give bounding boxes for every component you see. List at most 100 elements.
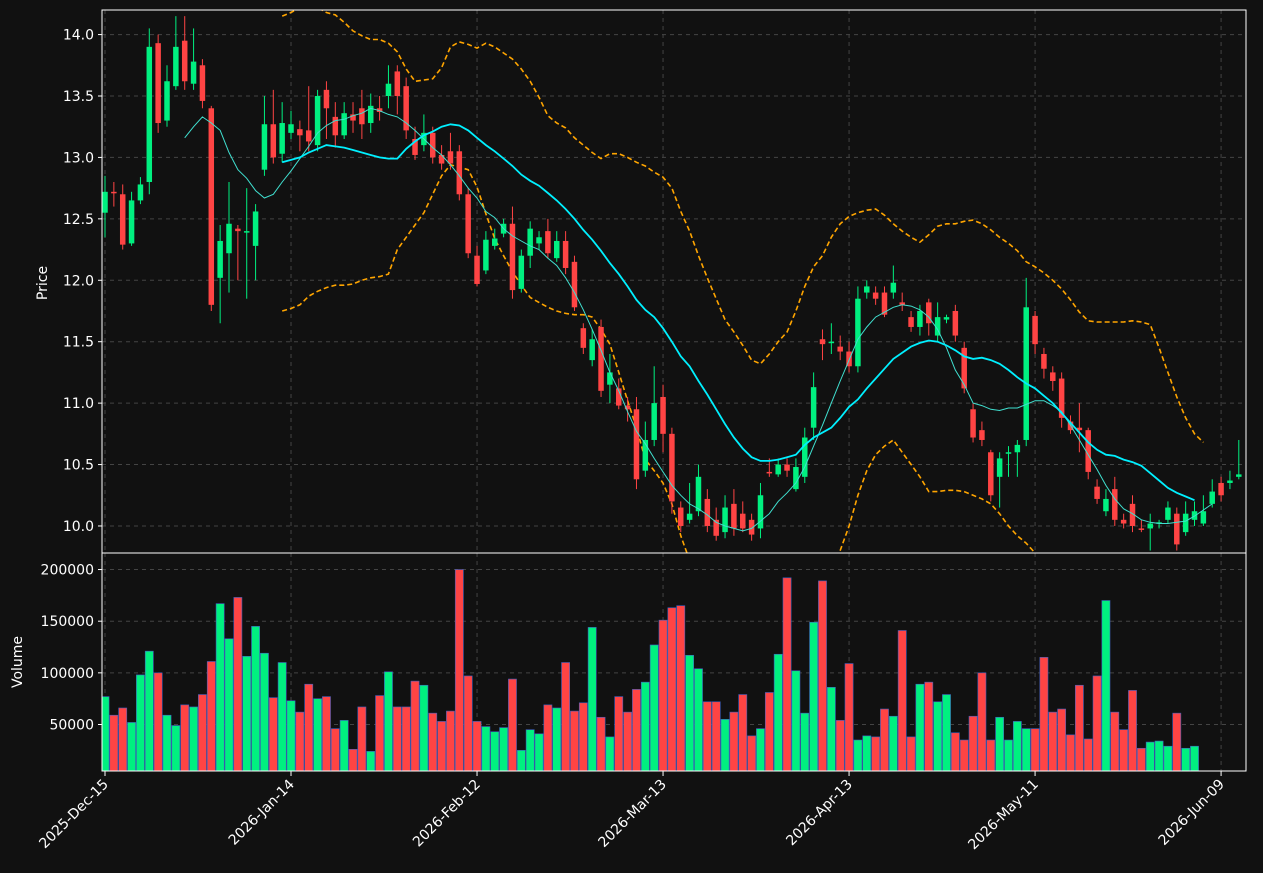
volume-bar: [649, 644, 659, 771]
price-tick-label: 14.0: [63, 28, 94, 44]
candle-body: [456, 151, 463, 195]
volume-bar: [1074, 684, 1084, 771]
volume-bar: [1172, 712, 1182, 771]
candle-body: [483, 239, 489, 271]
candle-body: [545, 231, 551, 254]
volume-tick-label: 50000: [49, 718, 94, 734]
candle-body: [217, 240, 223, 278]
candle-body: [740, 513, 746, 529]
candle-body: [908, 317, 914, 327]
price-tick-label: 13.0: [63, 150, 94, 166]
candle-body: [164, 81, 170, 121]
candle-body: [722, 507, 728, 533]
volume-bar: [499, 727, 508, 771]
volume-bar: [198, 694, 207, 771]
volume-bar: [127, 722, 136, 771]
volume-bar: [224, 638, 234, 771]
candle-body: [731, 503, 737, 529]
candle-body: [651, 403, 657, 440]
candle-body: [1165, 507, 1171, 520]
volume-bar: [809, 621, 818, 771]
candle-body: [350, 114, 356, 121]
volume-bar: [950, 732, 960, 771]
volume-bar: [446, 710, 455, 771]
volume-bar: [454, 569, 464, 771]
candle-body: [288, 124, 294, 133]
volume-bar: [516, 750, 526, 771]
candle-body: [1112, 489, 1118, 520]
volume-bar: [871, 736, 881, 771]
volume-bar: [570, 710, 579, 771]
volume-bar: [410, 680, 420, 771]
candle-body: [1032, 315, 1038, 345]
volume-bar: [773, 653, 783, 771]
candle-body: [208, 108, 215, 305]
candle-body: [474, 255, 480, 284]
volume-bar: [330, 728, 340, 771]
volume-bar: [1181, 747, 1191, 771]
volume-bar: [1048, 711, 1058, 771]
candle-body: [235, 228, 241, 232]
candle-body: [996, 458, 1003, 477]
candle-body: [855, 298, 861, 367]
price-tick-label: 13.5: [63, 89, 94, 105]
sma-fast-line: [184, 107, 1213, 532]
volume-bar: [1145, 741, 1155, 771]
candle-body: [979, 430, 985, 440]
price-tick-label: 10.5: [63, 458, 94, 474]
candle-body: [837, 346, 843, 352]
candle-body: [793, 467, 799, 490]
volume-bar: [304, 683, 314, 771]
volume-bar: [357, 706, 367, 771]
candle-body: [1138, 528, 1145, 530]
volume-bar: [676, 605, 686, 771]
candle-body: [1174, 513, 1180, 545]
volume-bar: [481, 726, 491, 771]
volume-bar: [862, 735, 872, 771]
volume-bar: [623, 711, 632, 771]
candle-body: [341, 113, 347, 136]
candle-body: [633, 409, 640, 480]
volume-bar: [764, 692, 774, 771]
volume-bar: [322, 696, 331, 771]
candle-body: [580, 328, 587, 348]
candle-body: [695, 476, 702, 512]
volume-bar: [640, 681, 650, 771]
candle-body: [1041, 353, 1047, 369]
volume-bar: [206, 661, 216, 771]
candle-body: [385, 83, 392, 96]
candle-body: [1094, 486, 1100, 499]
candle-body: [403, 86, 409, 131]
volume-bar: [552, 707, 562, 771]
volume-bar: [348, 749, 358, 771]
volume-bars: [102, 569, 1199, 771]
volume-bar: [109, 714, 119, 771]
price-tick-label: 10.0: [63, 519, 94, 535]
candle-body: [394, 71, 401, 96]
candle-body: [881, 292, 888, 315]
candle-body: [562, 240, 569, 268]
candle-body: [678, 507, 684, 526]
candle-body: [943, 317, 950, 320]
candle-body: [1182, 513, 1189, 533]
volume-bar: [924, 681, 934, 771]
candle-body: [261, 124, 268, 170]
candle-body: [642, 439, 649, 471]
volume-bar: [782, 577, 792, 771]
volume-bar: [472, 721, 482, 771]
volume-bar: [915, 683, 925, 771]
volume-bar: [525, 729, 535, 771]
volume-bar: [942, 694, 951, 771]
bollinger-bands: [281, 10, 1204, 553]
candle-body: [1120, 519, 1127, 524]
volume-bar: [702, 701, 712, 771]
volume-bar: [1092, 675, 1102, 771]
volume-bar: [800, 712, 810, 771]
volume-bar: [729, 711, 739, 771]
volume-y-ticks: 50000 100000 150000 200000: [41, 563, 102, 734]
price-grid: [102, 10, 1246, 553]
candle-body: [1218, 482, 1224, 496]
volume-bar: [835, 720, 845, 771]
volume-bar: [463, 675, 473, 771]
candle-body: [447, 151, 454, 164]
